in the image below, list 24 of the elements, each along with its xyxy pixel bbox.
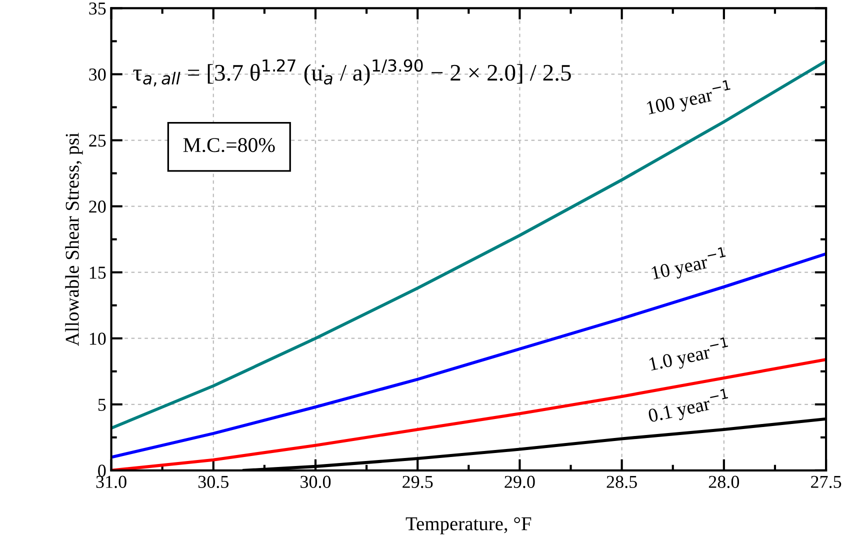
x-tick-label: 29.0	[504, 476, 535, 488]
text: 10 year$^{−1}$	[650, 246, 728, 284]
x-tick-label: 29.5	[402, 476, 433, 488]
x-tick-label: 30.0	[300, 476, 331, 488]
y-tick-label: 25	[89, 134, 106, 147]
annotation: M.C.=80%	[183, 138, 275, 152]
y-tick-label: 15	[90, 266, 106, 279]
x-tick-label: 27.5	[811, 476, 842, 488]
x-tick-label: 31.0	[96, 476, 126, 488]
y-tick-label: 30	[89, 68, 106, 81]
y-tick-label: 35	[89, 2, 106, 15]
x-tick-label: 30.5	[198, 476, 228, 488]
x-axis-title: Temperature, °F	[406, 517, 532, 534]
text: τ$_{a,all}$ = [3.7 θ$^{1.27}$ (u̇$_{a}$ / a)$^{1/3.90}$ − 2 × 2.0] / 2.5	[133, 59, 571, 86]
text: 100 year$^{−1}$	[645, 80, 733, 118]
x-tick-label: 28.5	[606, 476, 637, 488]
text: 1.0 year$^{−1}$	[648, 336, 730, 375]
y-tick-label: 5	[98, 398, 106, 411]
y-tick-label: 0	[98, 464, 106, 477]
x-tick-label: 28.0	[708, 476, 740, 488]
y-axis-title: Allowable Shear Stress, psi	[65, 132, 83, 346]
y-tick-label: 10	[90, 332, 106, 345]
text: 0.1 year$^{−1}$	[646, 388, 730, 426]
y-tick-label: 20	[89, 200, 106, 213]
